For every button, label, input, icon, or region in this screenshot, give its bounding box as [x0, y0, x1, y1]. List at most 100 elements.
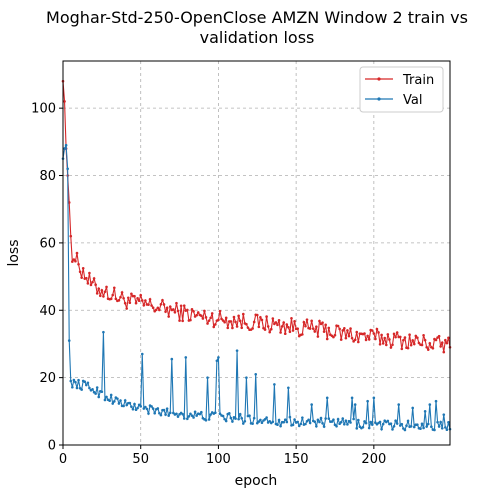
- data-point-train: [344, 336, 348, 340]
- legend-train-marker: [377, 77, 381, 81]
- data-point-val: [304, 422, 307, 426]
- data-point-train: [63, 100, 66, 103]
- data-point-val: [416, 423, 419, 427]
- data-point-val: [221, 414, 225, 418]
- data-point-train: [426, 348, 430, 351]
- data-point-val: [437, 425, 441, 428]
- data-point-train: [186, 308, 189, 312]
- data-point-val: [346, 423, 349, 426]
- data-point-val: [95, 386, 99, 389]
- data-point-val: [243, 419, 247, 423]
- data-point-train: [349, 327, 352, 330]
- data-point-val: [158, 411, 161, 415]
- data-point-val: [397, 403, 401, 406]
- data-point-val: [133, 402, 136, 406]
- data-point-val: [430, 425, 433, 429]
- data-point-train: [204, 316, 208, 319]
- data-point-val: [119, 399, 122, 402]
- data-point-val: [103, 398, 107, 402]
- data-point-val: [102, 330, 105, 334]
- x-tick-label: 50: [132, 452, 149, 467]
- data-point-train: [245, 322, 248, 326]
- data-point-val: [97, 395, 101, 399]
- ticks: 0 50 100 150 200 0 20 40 60 80 100: [31, 102, 386, 467]
- y-axis-label: loss: [6, 239, 22, 266]
- data-point-val: [200, 410, 203, 414]
- data-point-val: [144, 405, 147, 409]
- data-point-train: [72, 258, 76, 261]
- data-point-train: [130, 292, 133, 296]
- data-point-train: [440, 341, 444, 345]
- x-tick-label: 0: [59, 452, 67, 467]
- data-point-val: [108, 399, 111, 403]
- data-point-train: [100, 289, 104, 292]
- data-point-train: [212, 325, 216, 329]
- data-point-train: [134, 301, 138, 305]
- data-point-train: [214, 323, 217, 326]
- data-point-val: [279, 424, 282, 428]
- data-point-val: [241, 422, 245, 425]
- data-point-train: [260, 318, 264, 322]
- data-point-val: [193, 410, 197, 414]
- data-point-val: [176, 415, 180, 418]
- data-point-val: [325, 396, 329, 400]
- data-point-train: [147, 303, 150, 306]
- data-point-val: [344, 419, 348, 422]
- data-point-train: [384, 343, 388, 347]
- data-point-train: [333, 333, 337, 337]
- data-point-val: [444, 426, 447, 429]
- data-point-train: [287, 326, 290, 329]
- data-point-val: [439, 420, 442, 424]
- data-point-train: [346, 329, 349, 332]
- data-point-val: [406, 419, 410, 423]
- data-point-train: [137, 299, 141, 303]
- legend: Train Val: [359, 66, 444, 113]
- data-point-val: [131, 407, 135, 411]
- data-point-val: [291, 423, 295, 427]
- data-point-train: [400, 347, 404, 351]
- data-point-train: [422, 334, 425, 337]
- data-point-val: [181, 412, 184, 416]
- data-point-val: [260, 421, 264, 425]
- data-point-train: [221, 319, 225, 322]
- data-point-train: [120, 291, 124, 294]
- data-point-train: [218, 309, 222, 313]
- data-point-train: [364, 338, 368, 342]
- data-point-train: [391, 343, 394, 347]
- data-point-val: [245, 376, 248, 379]
- y-tick-label: 40: [39, 304, 56, 319]
- data-point-val: [136, 406, 139, 410]
- data-point-train: [285, 323, 289, 326]
- data-point-train: [408, 333, 411, 336]
- data-point-val: [235, 349, 239, 352]
- data-point-train: [425, 346, 428, 349]
- data-point-val: [434, 399, 438, 403]
- data-point-val: [380, 427, 383, 431]
- data-point-train: [88, 271, 91, 275]
- data-point-val: [265, 416, 268, 419]
- data-point-train: [283, 332, 287, 336]
- y-tick-label: 20: [39, 371, 56, 386]
- data-point-val: [389, 422, 393, 425]
- x-tick-label: 200: [361, 452, 386, 467]
- data-point-train: [97, 287, 101, 291]
- data-point-val: [285, 420, 289, 424]
- data-point-val: [122, 404, 125, 408]
- data-point-train: [434, 338, 438, 342]
- data-point-train: [288, 330, 292, 334]
- data-point-train: [412, 342, 416, 346]
- data-point-train: [389, 346, 393, 349]
- data-point-val: [112, 400, 116, 403]
- data-point-train: [301, 333, 304, 336]
- data-point-train: [353, 338, 357, 342]
- data-point-train: [111, 293, 115, 297]
- y-tick-label: 0: [48, 439, 56, 454]
- legend-train-label: Train: [402, 73, 434, 88]
- data-point-val: [64, 143, 68, 147]
- data-point-train: [252, 320, 256, 324]
- data-point-val: [276, 423, 279, 427]
- data-point-val: [425, 425, 428, 428]
- data-point-train: [78, 270, 82, 274]
- data-point-train: [67, 201, 71, 204]
- data-point-val: [268, 419, 272, 423]
